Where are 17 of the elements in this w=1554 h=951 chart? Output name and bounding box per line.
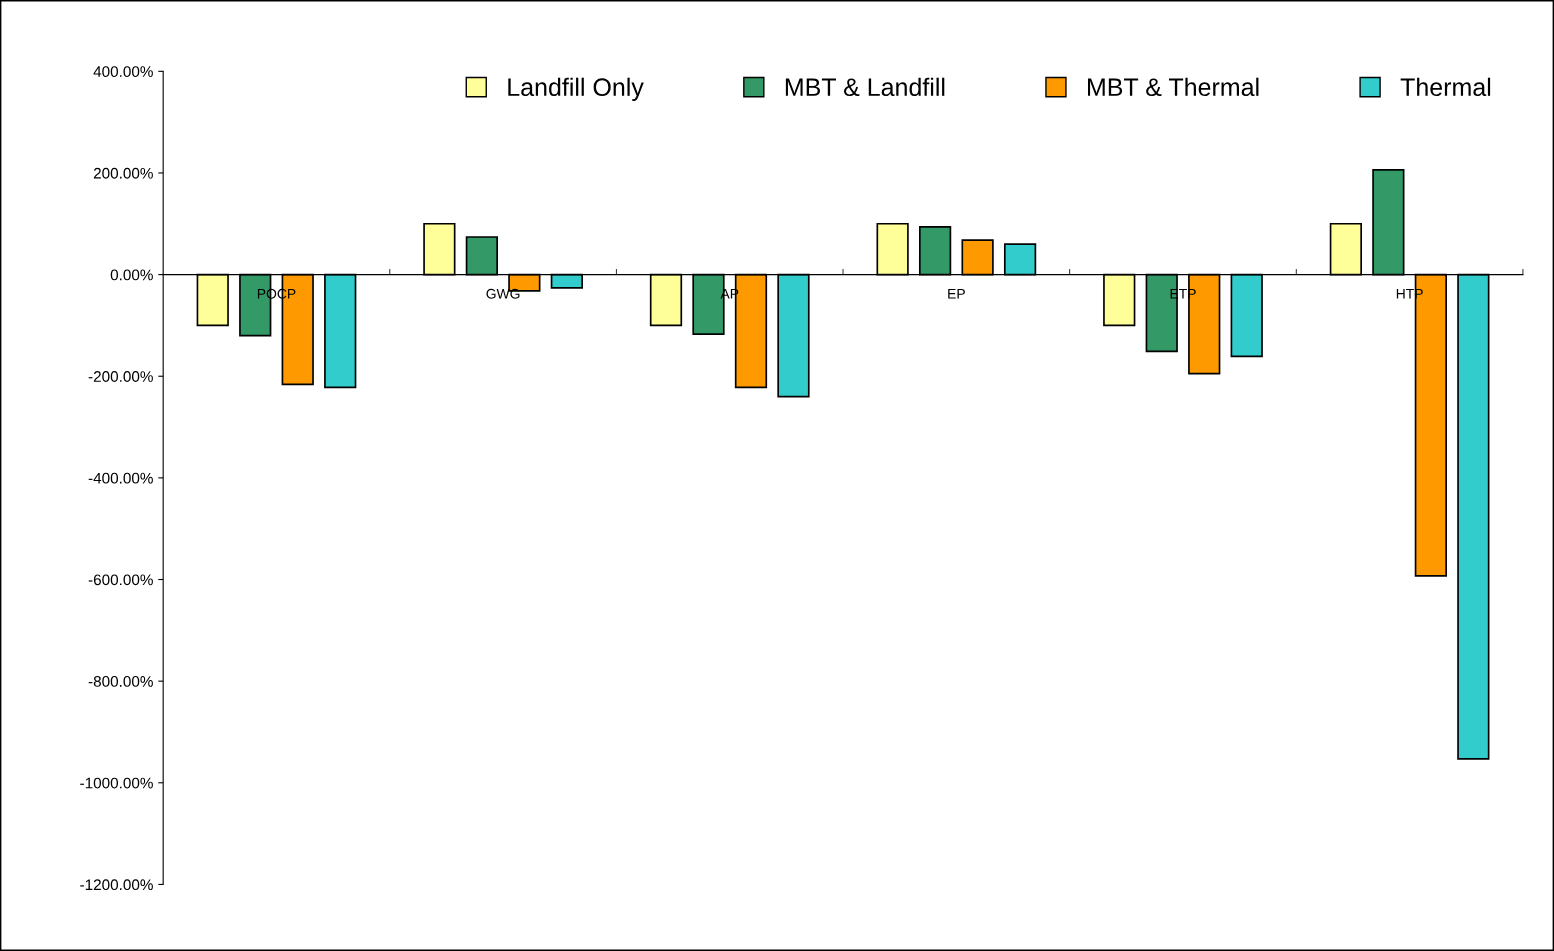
y-tick-label: -600.00% xyxy=(88,574,153,586)
y-tick-label: 200.00% xyxy=(93,167,153,179)
legend-label: Thermal xyxy=(1400,77,1491,97)
y-tick-label: 400.00% xyxy=(93,66,153,78)
x-tick-label: ETP xyxy=(1170,289,1196,299)
y-tick-label: -1200.00% xyxy=(80,879,153,891)
y-tick-label: 0.00% xyxy=(110,269,153,281)
y-tick-label: -200.00% xyxy=(88,371,153,382)
legend-label: MBT & Thermal xyxy=(1088,77,1259,97)
legend-label: Landfill Only xyxy=(508,77,644,101)
legend-label: MBT & Landfill xyxy=(785,77,945,97)
x-tick-label: EP xyxy=(948,289,965,299)
x-tick-label: POCP xyxy=(257,288,296,299)
x-tick-label: GWG xyxy=(486,288,520,299)
y-tick-label: -1000.00% xyxy=(80,777,153,789)
y-tick-label: -800.00% xyxy=(88,676,153,687)
y-tick-label: -400.00% xyxy=(88,472,153,484)
